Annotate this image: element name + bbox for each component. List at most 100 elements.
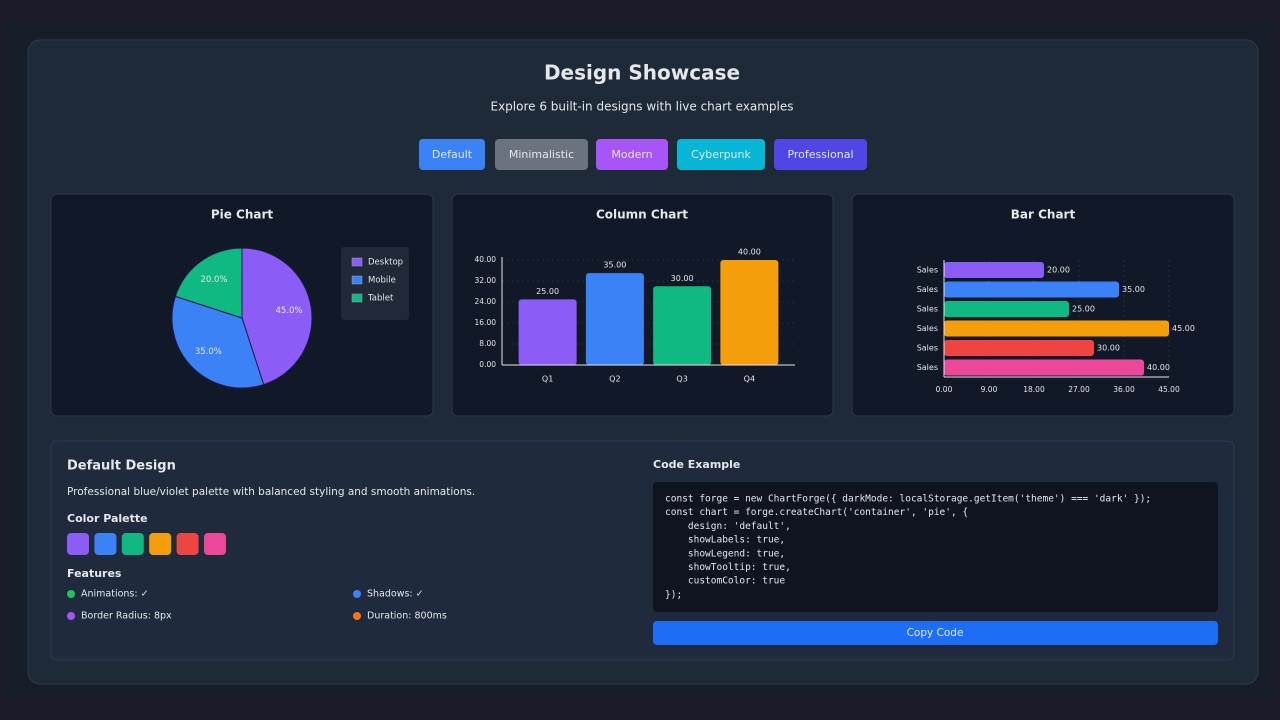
- chart-title: Column Chart: [596, 208, 688, 222]
- y-tick-label: Sales: [917, 305, 938, 314]
- copy-button[interactable]: [653, 621, 1218, 645]
- y-tick-label: 24.00: [475, 297, 497, 306]
- code-block: [653, 482, 1218, 612]
- value-label: 25.00: [1072, 305, 1095, 314]
- y-tick-label: 40.00: [475, 255, 497, 264]
- code-line: showTooltip: true,: [665, 562, 791, 573]
- value-label: 40.00: [1147, 363, 1170, 372]
- legend-swatch: [351, 275, 363, 285]
- value-label: 40.00: [738, 248, 761, 257]
- legend-swatch: [351, 257, 363, 267]
- copy-button-label[interactable]: Copy Code: [907, 627, 964, 639]
- code-line: });: [665, 589, 682, 600]
- bar: [944, 281, 1119, 298]
- column: [585, 273, 644, 365]
- y-tick-label: Sales: [917, 266, 938, 275]
- x-tick-label: 18.00: [1023, 385, 1045, 394]
- design-button[interactable]: [677, 139, 765, 170]
- value-label: 30.00: [1097, 344, 1120, 353]
- details-title: Default Design: [67, 459, 176, 474]
- column: [653, 286, 712, 365]
- feature-dot: [353, 612, 361, 620]
- design-button-label[interactable]: Default: [432, 148, 473, 161]
- feature-dot: [353, 590, 361, 598]
- legend-label: Desktop: [368, 258, 403, 268]
- feature-label: Duration: 800ms: [367, 611, 447, 622]
- y-tick-label: 8.00: [479, 339, 496, 348]
- palette-swatch: [121, 533, 144, 555]
- column: [720, 260, 779, 365]
- code-line: showLabels: true,: [665, 535, 785, 546]
- x-tick-label: Q4: [744, 375, 755, 384]
- value-label: 35.00: [1122, 285, 1145, 294]
- design-button[interactable]: [774, 139, 867, 170]
- y-tick-label: 32.00: [475, 276, 497, 285]
- y-tick-label: Sales: [917, 363, 938, 372]
- pie-slice: [171, 295, 265, 389]
- feature-dot: [67, 590, 75, 598]
- x-tick-label: 9.00: [981, 385, 998, 394]
- design-button[interactable]: [596, 139, 668, 170]
- code-title: Code Example: [653, 458, 740, 471]
- feature-label: Animations: ✓: [81, 589, 149, 600]
- value-label: 25.00: [536, 287, 559, 296]
- y-tick-label: 16.00: [475, 318, 497, 327]
- feature-dot: [67, 612, 75, 620]
- x-tick-label: Q2: [609, 375, 620, 384]
- x-tick-label: Q1: [542, 375, 553, 384]
- palette-swatch: [176, 533, 199, 555]
- value-label: 45.00: [1172, 324, 1195, 333]
- bar: [944, 340, 1094, 356]
- code-line: showLegend: true,: [665, 548, 785, 559]
- x-tick-label: 45.00: [1158, 385, 1180, 394]
- y-tick-label: 0.00: [479, 360, 496, 369]
- x-tick-label: 36.00: [1113, 385, 1135, 394]
- legend-label: Mobile: [368, 276, 396, 286]
- legend-swatch: [351, 293, 363, 303]
- bar: [944, 262, 1044, 278]
- chart-title: Pie Chart: [211, 208, 274, 222]
- design-button-label[interactable]: Minimalistic: [509, 148, 574, 161]
- details-description: Professional blue/violet palette with ba…: [67, 486, 475, 498]
- column: [518, 299, 577, 365]
- code-line: customColor: true: [665, 576, 785, 587]
- design-button[interactable]: [419, 139, 485, 170]
- design-button-label[interactable]: Professional: [787, 148, 853, 161]
- code-line: const forge = new ChartForge({ darkMode:…: [665, 494, 1151, 505]
- y-tick-label: Sales: [917, 285, 938, 294]
- x-tick-label: Q3: [676, 375, 687, 384]
- palette-title: Color Palette: [67, 512, 148, 525]
- palette-swatch: [149, 533, 172, 555]
- bar: [944, 359, 1144, 376]
- palette-swatch: [204, 533, 226, 555]
- feature-label: Shadows: ✓: [367, 589, 424, 600]
- x-tick-label: 27.00: [1068, 385, 1090, 394]
- features-title: Features: [67, 567, 122, 580]
- design-button-label[interactable]: Cyberpunk: [691, 148, 751, 161]
- feature-label: Border Radius: 8px: [81, 611, 172, 622]
- legend-label: Tablet: [367, 294, 394, 304]
- design-button[interactable]: [495, 139, 588, 170]
- y-tick-label: Sales: [917, 324, 938, 333]
- code-line: design: 'default',: [665, 521, 791, 532]
- palette-swatch: [94, 533, 117, 555]
- page-title: Design Showcase: [544, 61, 740, 85]
- value-label: 30.00: [671, 274, 694, 283]
- bar: [944, 320, 1169, 337]
- pie-slice: [174, 247, 243, 319]
- slice-label: 45.0%: [276, 306, 303, 316]
- code-line: const chart = forge.createChart('contain…: [665, 507, 968, 518]
- x-tick-label: 0.00: [936, 385, 953, 394]
- y-tick-label: Sales: [917, 344, 938, 353]
- bar: [944, 301, 1069, 317]
- design-button-label[interactable]: Modern: [611, 148, 652, 161]
- value-label: 20.00: [1047, 266, 1070, 275]
- pie-slice: [241, 247, 313, 386]
- palette-swatch: [67, 533, 89, 555]
- slice-label: 20.0%: [201, 275, 228, 285]
- value-label: 35.00: [603, 261, 626, 270]
- slice-label: 35.0%: [195, 347, 222, 357]
- page-subtitle: Explore 6 built-in designs with live cha…: [491, 100, 794, 114]
